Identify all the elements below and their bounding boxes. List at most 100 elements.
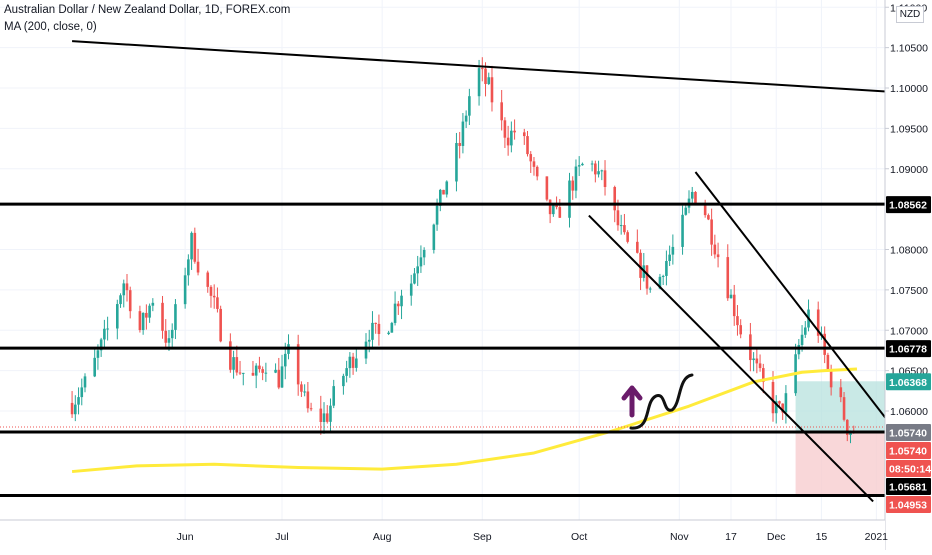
candle-up — [681, 214, 684, 247]
candle-up — [342, 375, 345, 387]
price-label-text: 1.05740 — [889, 427, 927, 439]
candle-up — [232, 357, 235, 370]
currency-badge: NZD — [896, 6, 924, 23]
x-tick-label: Jun — [177, 531, 194, 543]
trendline[interactable] — [72, 40, 909, 94]
candle-down — [196, 261, 200, 273]
y-tick-label: 1.07000 — [890, 325, 928, 337]
candle-up — [803, 327, 807, 335]
y-tick-label: 1.10500 — [890, 43, 928, 55]
candle-down — [513, 130, 516, 133]
candle-down — [736, 316, 739, 326]
candle-up — [661, 275, 665, 277]
candle-down — [548, 199, 552, 215]
candle-down — [755, 358, 759, 364]
candle-down — [626, 232, 629, 242]
candle-down — [138, 311, 142, 331]
x-tick-label: Sep — [473, 531, 492, 543]
candle-down — [258, 365, 261, 370]
candle-down — [506, 137, 510, 146]
candle-down — [845, 419, 849, 435]
candle-up — [477, 68, 481, 97]
price-label-text: 1.04953 — [889, 499, 927, 511]
indicator-label[interactable]: MA (200, close, 0) — [4, 21, 97, 33]
candle-down — [558, 207, 562, 218]
candle-up — [409, 283, 413, 296]
candle-up — [83, 376, 87, 388]
price-label-text: 1.08562 — [889, 200, 927, 212]
candle-down — [484, 68, 487, 85]
candle-down — [639, 252, 642, 278]
candle-down — [229, 341, 232, 370]
candle-down — [377, 323, 381, 335]
x-tick-label: 2021 — [865, 531, 889, 543]
candle-down — [645, 265, 649, 289]
candle-up — [174, 304, 177, 330]
candle-down — [277, 369, 281, 388]
y-tick-label: 1.09500 — [890, 123, 928, 135]
candle-down — [694, 191, 697, 205]
price-label-text: 1.05681 — [889, 481, 927, 493]
horizontal-levels[interactable] — [0, 202, 885, 498]
trendline[interactable] — [588, 214, 874, 503]
candle-up — [432, 224, 436, 250]
projected-path[interactable] — [629, 373, 694, 430]
candle-down — [306, 391, 310, 409]
candle-down — [145, 312, 148, 318]
candle-up — [658, 276, 662, 289]
candle-up — [574, 166, 578, 191]
candle-up — [74, 404, 77, 415]
candle-up — [348, 356, 352, 369]
candle-up — [355, 358, 358, 368]
candle-up — [684, 207, 688, 215]
candle-down — [739, 325, 742, 335]
price-labels: 1.08562 1.06778 1.06368 1.05740 1.05740 08:50… — [886, 196, 931, 513]
candle-up — [170, 329, 174, 339]
projection-drawing[interactable] — [621, 373, 694, 430]
up-arrow-icon[interactable] — [621, 385, 643, 418]
x-tick-label: 15 — [816, 531, 828, 543]
candle-up — [393, 303, 397, 323]
candle-up — [597, 171, 600, 175]
candle-up — [468, 96, 471, 116]
candle-up — [303, 391, 306, 393]
time-axis-background — [0, 520, 885, 550]
candle-up — [99, 339, 103, 351]
candle-up — [800, 334, 804, 345]
candle-down — [616, 210, 620, 226]
candle-down — [732, 294, 736, 317]
candle-down — [710, 219, 713, 245]
candle-down — [193, 232, 197, 262]
candle-down — [816, 309, 820, 336]
candle-up — [552, 205, 555, 215]
candle-down — [480, 68, 484, 70]
candle-up — [619, 225, 623, 227]
trendline[interactable] — [694, 171, 897, 432]
candle-down — [571, 180, 575, 191]
candle-up — [241, 372, 245, 374]
candle-down — [726, 257, 730, 299]
x-tick-label: Aug — [373, 531, 392, 543]
candle-up — [648, 288, 652, 290]
candle-up — [167, 338, 171, 343]
candle-down — [206, 272, 210, 287]
trendlines[interactable] — [72, 40, 909, 503]
candle-down — [161, 302, 164, 331]
y-tick-label: 1.06000 — [890, 406, 928, 418]
candle-up — [96, 350, 100, 358]
candle-down — [613, 187, 617, 211]
candle-down — [458, 143, 461, 146]
candle-up — [419, 257, 423, 267]
candle-down — [636, 241, 639, 253]
candle-down — [235, 357, 239, 373]
price-label-box — [886, 495, 931, 513]
candle-up — [590, 163, 594, 165]
candle-up — [464, 115, 468, 122]
x-tick-label: Jul — [275, 531, 288, 543]
x-tick-label: 17 — [725, 531, 737, 543]
candle-up — [487, 77, 491, 85]
candle-down — [296, 344, 300, 385]
